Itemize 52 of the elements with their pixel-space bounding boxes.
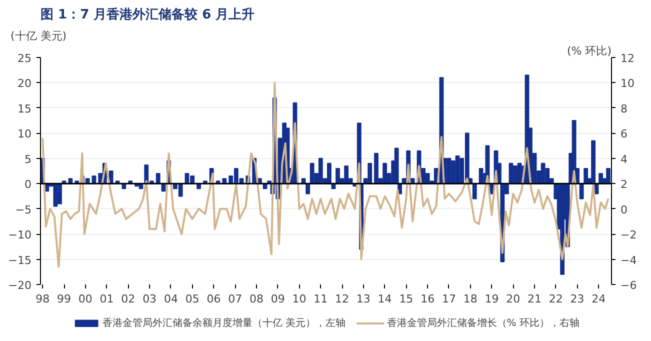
x-tick-label: 09 [270, 292, 285, 306]
y2-tick-label: 12 [620, 52, 634, 65]
y-tick-label: 15 [18, 102, 32, 116]
x-tick-label: 12 [335, 292, 350, 306]
x-tick-label: 02 [121, 292, 136, 306]
x-tick-label: 11 [314, 292, 328, 306]
x-tick-label: 22 [548, 292, 563, 306]
y-tick-label: 5 [24, 152, 32, 166]
x-tick-label: 03 [142, 292, 157, 306]
x-tick-label: 06 [206, 292, 221, 306]
x-tick-label: 10 [292, 292, 306, 306]
x-tick-label: 20 [506, 292, 520, 306]
y2-tick-label: −6 [620, 279, 637, 292]
y-tick-label: −10 [8, 228, 32, 242]
x-tick-label: 01 [100, 292, 114, 306]
x-tick-label: 00 [78, 292, 92, 306]
x-tick-label: 23 [570, 292, 584, 306]
y2-tick-label: 0 [620, 203, 628, 216]
y-tick-label: 10 [18, 128, 32, 141]
x-tick-label: 98 [36, 292, 50, 306]
y-tick-label: 20 [18, 77, 32, 90]
y-tick-label: 0 [24, 178, 32, 192]
x-tick-label: 16 [420, 292, 435, 306]
x-tick-label: 04 [164, 292, 178, 306]
y2-axis-title: (% 环比) [566, 44, 612, 58]
y2-tick-label: 10 [620, 77, 634, 90]
y2-tick-label: 4 [620, 152, 628, 166]
x-tick-label: 19 [484, 292, 499, 306]
y-tick-label: −5 [15, 203, 32, 216]
x-tick-label: 21 [528, 292, 542, 306]
y-axis-title: (十亿 美元) [10, 30, 67, 42]
x-tick-label: 17 [442, 292, 456, 306]
y-tick-label: −20 [8, 279, 32, 292]
x-tick-label: 13 [356, 292, 370, 306]
legend-label: 香港金管局外汇储备增长（% 环比），右轴 [386, 316, 580, 330]
x-tick-label: 08 [250, 292, 264, 306]
x-tick-label: 24 [592, 292, 606, 306]
y2-tick-label: 6 [620, 128, 628, 141]
x-tick-label: 05 [185, 292, 200, 306]
legend-label: 香港金管局外汇储备余额月度增量（十亿 美元），左轴 [102, 316, 346, 330]
x-tick-label: 99 [57, 292, 72, 306]
chart-title: 图 1：7 月香港外汇储备较 6 月上升 [40, 6, 255, 22]
y2-tick-label: 2 [620, 178, 628, 192]
y-tick-label: 25 [18, 52, 32, 65]
x-tick-label: 14 [378, 292, 392, 306]
x-tick-label: 18 [463, 292, 478, 306]
y2-tick-label: 8 [620, 102, 628, 116]
y2-tick-label: −4 [620, 254, 637, 267]
x-tick-label: 15 [399, 292, 414, 306]
y-tick-label: −15 [8, 254, 32, 267]
y2-tick-label: −2 [620, 228, 637, 242]
x-tick-label: 07 [228, 292, 242, 306]
